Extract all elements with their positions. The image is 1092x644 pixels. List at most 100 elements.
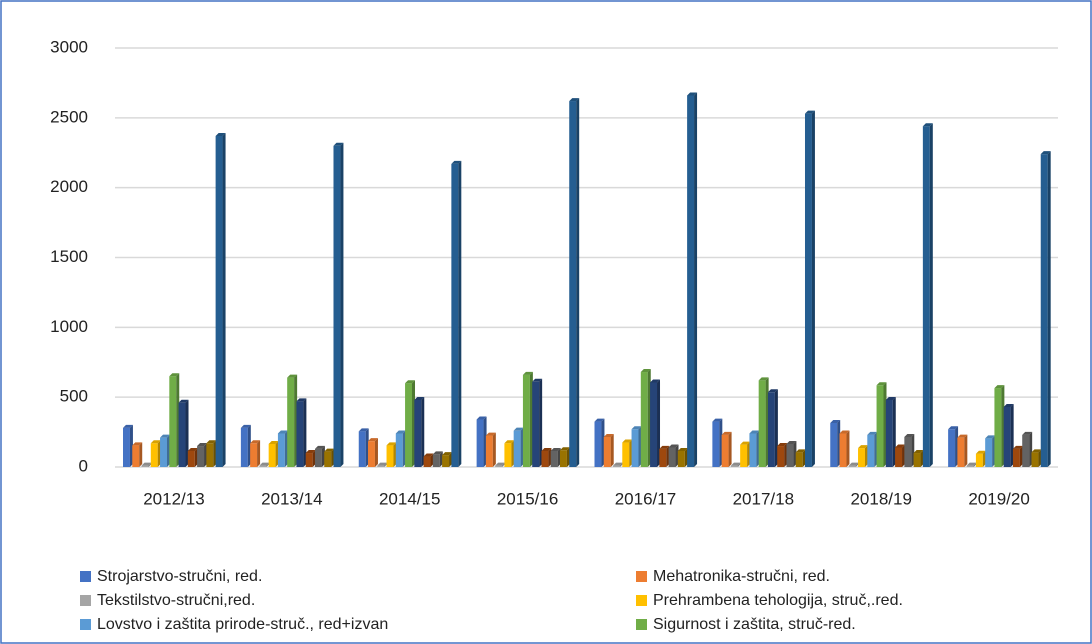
bar-side [402,430,406,467]
bar-top [1012,445,1023,449]
bar-side [430,453,434,467]
bar [495,465,503,467]
bar-side [629,439,633,467]
bar [758,380,766,467]
bar-top [442,452,453,456]
bar [476,419,484,467]
bar-top [240,424,251,428]
bar-side [737,462,741,467]
bar-top [504,440,515,444]
bar [277,433,285,467]
bar-top [848,462,859,466]
x-tick-label: 2015/16 [497,489,558,508]
bar-side [874,431,878,467]
bar-side [321,445,325,467]
bar [432,454,440,467]
bar [740,444,748,467]
bar-side [247,424,251,467]
bar-top [259,462,270,466]
bar-side [892,396,896,467]
bar [966,465,974,467]
bar [767,392,775,467]
bar-top [296,398,307,402]
bar [333,145,341,467]
bar [160,437,167,467]
bar-top [622,439,633,443]
x-tick-label: 2014/15 [379,489,440,508]
bar-top [405,380,416,384]
y-tick-label: 3000 [50,37,88,56]
bar-top [215,132,226,136]
legend-label: Strojarstvo-stručni, red. [97,568,262,585]
bar [721,434,729,467]
x-tick-label: 2017/18 [733,489,794,508]
bar [913,453,921,467]
bar-side [855,462,859,467]
bar [187,450,195,467]
bar-side [811,110,815,467]
bar [541,450,549,467]
bar-side [846,430,850,467]
bar-side [955,426,959,467]
bar-top [451,160,462,164]
bar-side [129,424,133,467]
bar-side [920,450,924,467]
bar-top [368,438,378,442]
bar [314,448,322,467]
bar-side [1038,449,1042,467]
bar-side [157,440,161,467]
bar [550,450,558,467]
bar-top [885,396,896,400]
bar-top [314,445,325,449]
bar-top [858,445,868,449]
bar-top [830,420,841,424]
bar-side [756,430,760,467]
bar-top [631,426,642,430]
legend-label: Lovstvo i zaštita prirode-struč., red+iz… [97,616,388,633]
bar-side [902,444,906,467]
y-tick-label: 1500 [50,247,88,266]
bar-top [324,448,335,452]
bar [650,382,658,467]
bar-side [576,98,580,467]
bar [640,372,648,467]
bar-side [1001,385,1005,467]
bar-top [594,418,605,422]
bar-top [333,142,344,146]
bar-side [213,440,217,467]
bar [206,443,214,467]
bar-top [640,369,651,373]
bar-side [964,434,968,467]
bar [132,445,140,467]
bar [305,453,313,467]
bar-top [948,426,959,430]
bar-top [377,462,388,466]
bar-side [439,451,443,467]
bar-top [305,450,316,454]
bar-top [740,441,751,445]
bar-side [148,462,152,467]
bar [867,434,875,467]
bar-side [275,440,279,467]
bar [839,433,847,467]
bar-side [1019,445,1023,467]
bar [1040,154,1048,467]
bar [804,113,812,467]
bar-side [483,416,487,467]
bar [405,383,413,467]
bar [178,402,186,467]
bar-top [550,447,561,451]
bar-top [160,434,170,438]
bar [324,451,332,467]
bar-top [876,382,887,386]
bar-side [657,379,661,467]
bar-side [802,449,806,467]
bar [904,436,912,467]
legend-label: Prehrambena tehologija, struč,.red. [653,592,903,609]
bar [668,447,676,467]
bar-side [257,440,261,467]
bar-side [284,430,288,467]
bar-top [721,431,732,435]
bar [1022,434,1030,467]
bar-side [929,123,933,468]
